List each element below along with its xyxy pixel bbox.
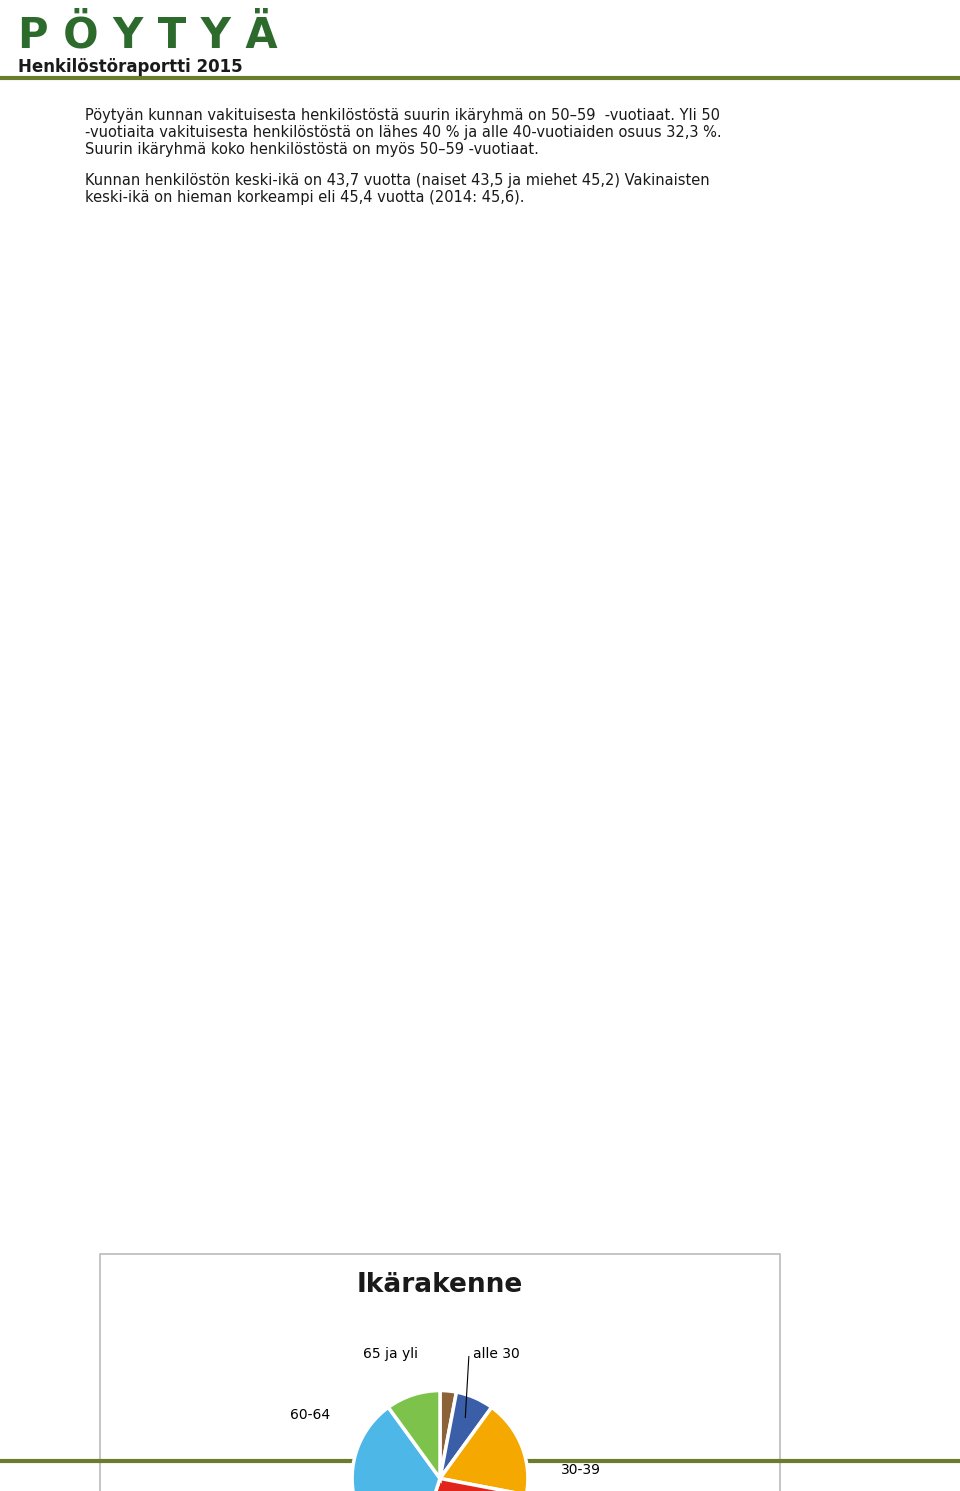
Text: 30-39: 30-39 bbox=[562, 1463, 601, 1476]
Wedge shape bbox=[440, 1393, 492, 1479]
Bar bbox=[100, 1254, 780, 1491]
Text: P Ö Y T Y Ä: P Ö Y T Y Ä bbox=[18, 15, 277, 57]
Text: 60-64: 60-64 bbox=[290, 1408, 330, 1422]
Wedge shape bbox=[413, 1479, 526, 1491]
Text: Kunnan henkilöstön keski-ikä on 43,7 vuotta (naiset 43,5 ja miehet 45,2) Vakinai: Kunnan henkilöstön keski-ikä on 43,7 vuo… bbox=[85, 173, 709, 188]
Wedge shape bbox=[440, 1408, 528, 1491]
Text: 6: 6 bbox=[475, 1458, 485, 1473]
Text: Pöytyän kunnan vakituisesta henkilöstöstä suurin ikäryhmä on 50–59  -vuotiaat. Y: Pöytyän kunnan vakituisesta henkilöstöst… bbox=[85, 107, 720, 122]
Wedge shape bbox=[440, 1391, 456, 1479]
Wedge shape bbox=[352, 1408, 440, 1491]
Text: -vuotiaita vakituisesta henkilöstöstä on lähes 40 % ja alle 40-vuotiaiden osuus : -vuotiaita vakituisesta henkilöstöstä on… bbox=[85, 125, 722, 140]
Text: 65 ja yli: 65 ja yli bbox=[363, 1346, 418, 1361]
Text: Ikärakenne: Ikärakenne bbox=[357, 1272, 523, 1299]
Text: Henkilöstöraportti 2015: Henkilöstöraportti 2015 bbox=[18, 58, 243, 76]
Wedge shape bbox=[389, 1391, 440, 1479]
Text: keski-ikä on hieman korkeampi eli 45,4 vuotta (2014: 45,6).: keski-ikä on hieman korkeampi eli 45,4 v… bbox=[85, 189, 524, 204]
Text: alle 30: alle 30 bbox=[473, 1346, 520, 1361]
Text: Suurin ikäryhmä koko henkilöstöstä on myös 50–59 -vuotiaat.: Suurin ikäryhmä koko henkilöstöstä on my… bbox=[85, 142, 539, 157]
